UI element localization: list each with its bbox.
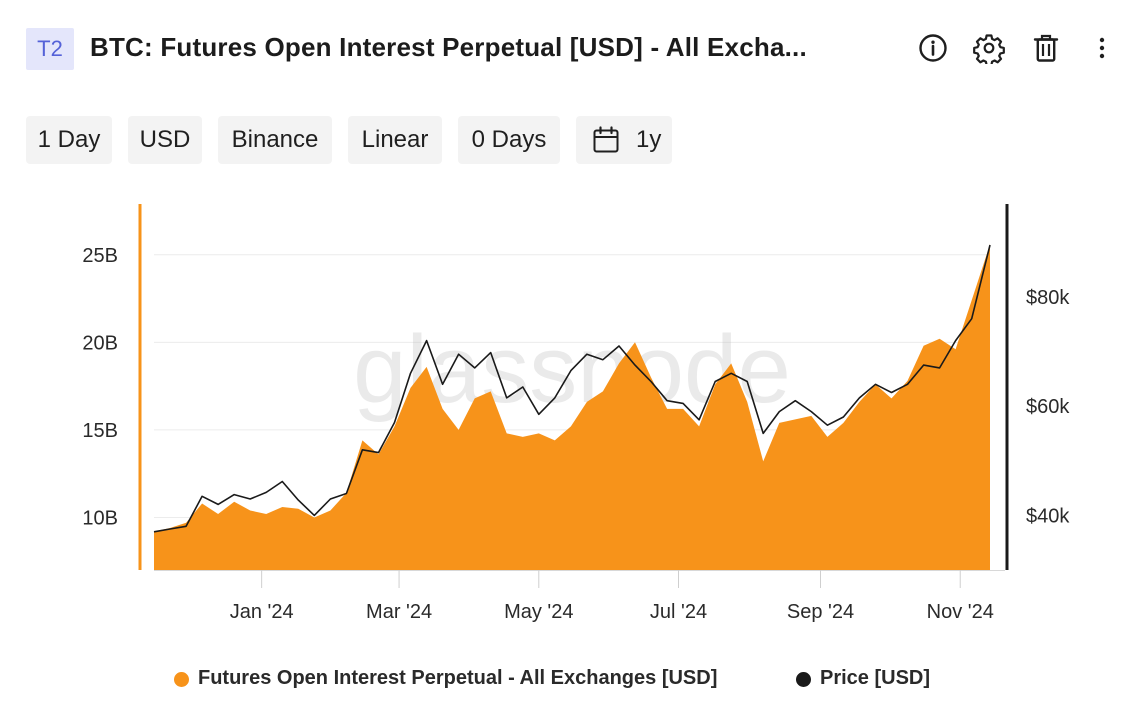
legend-label-price: Price [USD] — [820, 667, 931, 689]
x-tick-label: May '24 — [504, 601, 573, 623]
x-tick-label: Jul '24 — [650, 601, 707, 623]
chart-title: BTC: Futures Open Interest Perpetual [US… — [90, 32, 807, 62]
series-open-interest-area — [154, 244, 990, 571]
y-right-tick-label: $60k — [1026, 396, 1070, 418]
chart-header: T2 BTC: Futures Open Interest Perpetual … — [26, 26, 1116, 70]
x-tick-label: Nov '24 — [927, 601, 994, 623]
range-select[interactable]: 1y — [576, 116, 672, 164]
y-left-tick-label: 20B — [82, 332, 118, 354]
y-left-tick-label: 15B — [82, 420, 118, 442]
legend-label-open-interest: Futures Open Interest Perpetual - All Ex… — [198, 667, 718, 689]
scale-select[interactable]: Linear — [348, 116, 442, 164]
more-vertical-icon[interactable] — [1086, 32, 1118, 64]
legend-swatch-open-interest — [174, 672, 189, 687]
y-left-tick-label: 25B — [82, 245, 118, 267]
info-icon[interactable] — [917, 32, 949, 64]
y-left-tick-label: 10B — [82, 507, 118, 529]
y-right-tick-label: $40k — [1026, 505, 1070, 527]
x-tick-label: Mar '24 — [366, 601, 432, 623]
calendar-icon — [593, 126, 619, 153]
offset-select[interactable]: 0 Days — [458, 116, 560, 164]
trash-icon[interactable] — [1030, 32, 1062, 64]
x-tick-label: Jan '24 — [230, 601, 294, 623]
resolution-select[interactable]: 1 Day — [26, 116, 112, 164]
y-right-tick-label: $80k — [1026, 287, 1070, 309]
chart-tag[interactable]: T2 — [26, 28, 74, 70]
legend-item-price[interactable]: Price [USD] — [796, 666, 956, 694]
exchange-select[interactable]: Binance — [218, 116, 332, 164]
currency-select[interactable]: USD — [128, 116, 202, 164]
x-tick-label: Sep '24 — [787, 601, 854, 623]
series-price-line — [153, 244, 991, 533]
legend-item-open-interest[interactable]: Futures Open Interest Perpetual - All Ex… — [174, 666, 764, 694]
range-label: 1y — [636, 126, 662, 153]
legend-swatch-price — [796, 672, 811, 687]
gear-icon[interactable] — [973, 32, 1005, 64]
